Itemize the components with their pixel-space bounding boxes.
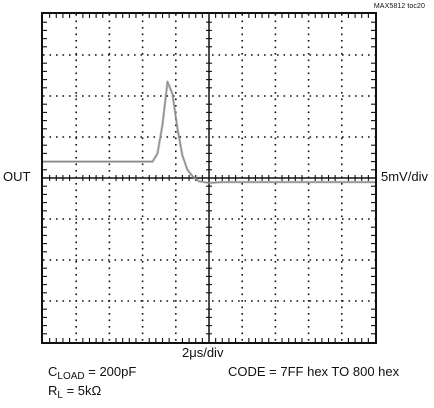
series-point — [208, 182, 210, 184]
series-point — [181, 154, 183, 157]
load-capacitance-condition: CLOAD = 200pF — [48, 364, 137, 382]
series-point — [171, 93, 174, 95]
series-point — [241, 181, 243, 183]
series-point — [274, 181, 276, 183]
load-capacitance-subscript: LOAD — [57, 371, 85, 382]
load-resistance-symbol: R — [48, 383, 58, 398]
time-scale-label: 2μs/div — [182, 345, 224, 360]
series-point — [166, 81, 169, 83]
series-point — [161, 124, 164, 126]
axis-ticks — [43, 14, 375, 342]
series-point — [186, 169, 188, 171]
load-capacitance-value: = 200pF — [88, 364, 137, 379]
load-resistance-value: = 5kΩ — [66, 383, 102, 398]
series-point — [191, 175, 193, 177]
series-point — [308, 181, 310, 183]
series-point — [198, 180, 200, 182]
plot-frame — [41, 12, 377, 344]
series-point — [156, 152, 159, 154]
series-point — [152, 161, 154, 163]
series-points — [42, 81, 376, 184]
center-axes — [43, 14, 375, 342]
load-resistance-subscript: L — [57, 390, 63, 401]
figure-id: MAX5812 toc20 — [373, 3, 425, 10]
series-point — [176, 128, 179, 130]
load-capacitance-symbol: C — [48, 364, 58, 379]
channel-label: OUT — [3, 169, 31, 184]
vertical-scale-label: 5mV/div — [381, 169, 428, 184]
series-point — [341, 181, 343, 183]
load-resistance-condition: RL = 5kΩ — [48, 383, 102, 401]
series-point — [221, 181, 223, 183]
series-point — [75, 161, 77, 163]
series-point — [142, 161, 144, 163]
series-point — [108, 161, 110, 163]
code-transition-condition: CODE = 7FF hex TO 800 hex — [228, 364, 400, 379]
